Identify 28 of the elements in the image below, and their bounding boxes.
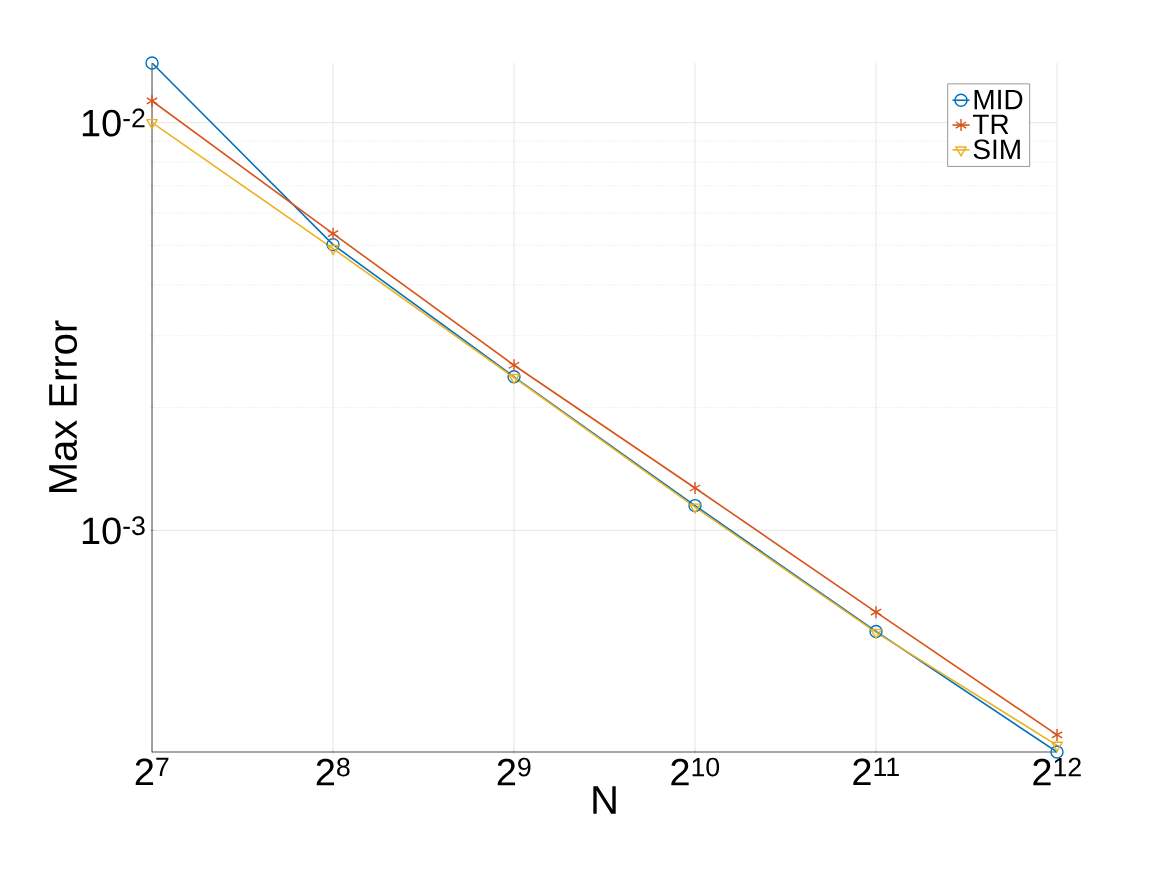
legend-label: SIM xyxy=(973,139,1020,160)
point xyxy=(327,226,339,241)
point xyxy=(688,498,702,513)
y-tick-label: 10$^{-3}$ xyxy=(82,516,145,545)
point xyxy=(146,94,158,108)
x-tick-label: 2$^{11}$ xyxy=(853,757,899,785)
point xyxy=(870,628,882,640)
point xyxy=(689,481,701,495)
point xyxy=(870,605,882,619)
point xyxy=(689,503,701,514)
legend-label: MID xyxy=(974,89,1023,110)
x-tick-label: 2$^{9}$ xyxy=(497,757,531,786)
point xyxy=(1051,728,1063,742)
point xyxy=(145,56,159,70)
x-tick-label: 2$^{10}$ xyxy=(671,757,720,786)
point xyxy=(508,358,520,372)
point xyxy=(326,237,340,252)
point xyxy=(1051,741,1063,753)
point xyxy=(146,118,158,130)
x-tick-label: 2$^{8}$ xyxy=(316,757,350,786)
y-tick-label: 10$^{-2}$ xyxy=(82,108,145,137)
point xyxy=(869,624,883,639)
point xyxy=(327,244,339,256)
x-axis-title: N xyxy=(593,786,616,814)
legend-label: TR xyxy=(972,114,1009,134)
x-tick-label: 2$^{7}$ xyxy=(135,757,169,785)
y-axis-title: Max Error xyxy=(49,320,78,493)
x-tick-label: 2$^{12}$ xyxy=(1033,757,1081,786)
